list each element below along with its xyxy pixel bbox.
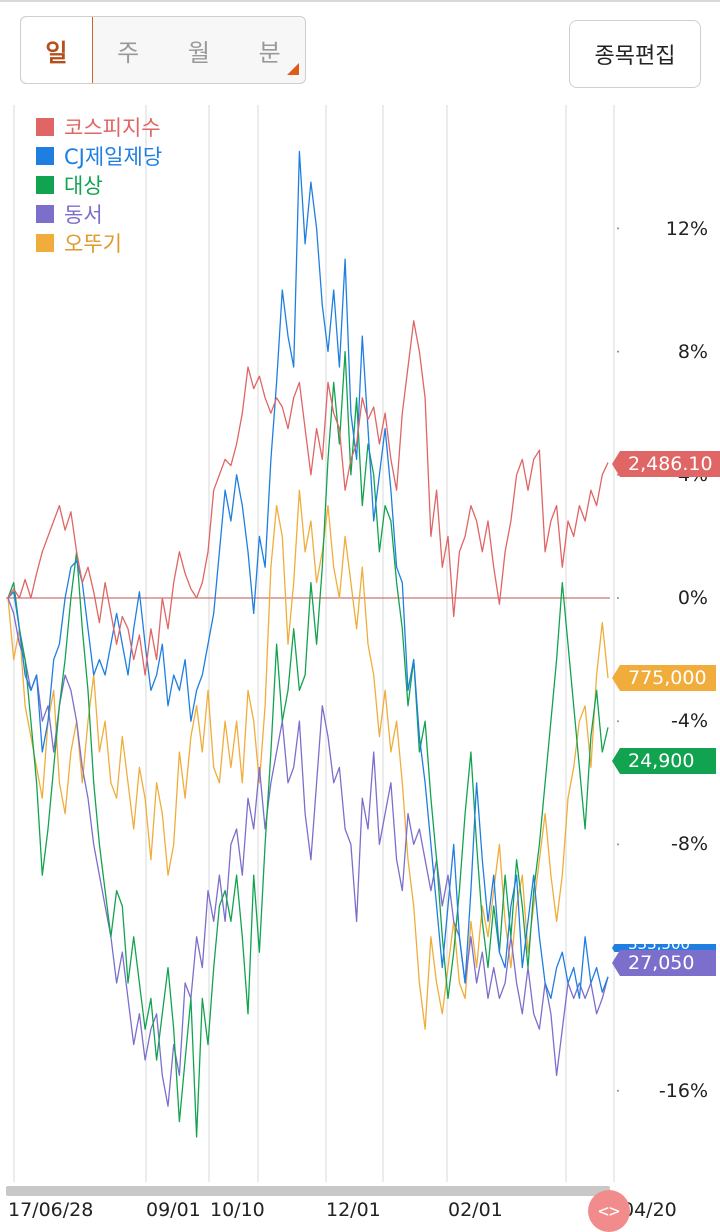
price-tag-pointer <box>612 451 620 477</box>
price-tag-ottogi: 775,000 <box>612 665 716 691</box>
series-line-3 <box>7 597 609 1107</box>
y-tick-label: 0% <box>677 587 708 609</box>
series-line-2 <box>7 350 609 1138</box>
price-tag-value: 24,900 <box>620 748 716 774</box>
y-tick-mark <box>617 1089 619 1092</box>
price-tag-dongsuh: 27,050 <box>612 950 716 976</box>
price-tag-value: 2,486.10 <box>620 451 720 477</box>
y-tick-label: 12% <box>665 218 708 240</box>
y-tick-mark <box>617 227 619 230</box>
tab-minute[interactable]: 분 <box>258 38 281 67</box>
price-tag-pointer <box>612 944 620 952</box>
chart-legend: 코스피지수 CJ제일제당 대상 동서 오뚜기 <box>36 112 162 257</box>
y-tick-label: 8% <box>677 341 708 363</box>
price-tag-value: 27,050 <box>620 950 716 976</box>
price-tag-pointer <box>612 950 620 976</box>
legend-swatch-cj <box>36 146 54 165</box>
price-tag-value: 333,500 <box>620 944 716 952</box>
price-tag-value: 775,000 <box>620 665 716 691</box>
y-tick-mark <box>617 350 619 353</box>
x-tick-label: 02/01 <box>448 1199 503 1221</box>
dropdown-corner-icon <box>287 63 299 75</box>
x-tick-label: 12/01 <box>326 1199 381 1221</box>
legend-item-daesang: 대상 <box>36 170 162 199</box>
legend-item-kospi: 코스피지수 <box>36 112 162 141</box>
x-tick-label: 10/10 <box>210 1199 265 1221</box>
series-line-4 <box>7 489 609 1030</box>
tab-month[interactable]: 월 <box>187 38 210 67</box>
price-tag-cj: 333,500 <box>612 944 716 952</box>
series-line-0 <box>7 320 609 676</box>
legend-swatch-ottogi <box>36 233 54 252</box>
x-tick-label: 04/20 <box>622 1199 677 1221</box>
y-tick-label: -16% <box>658 1080 708 1102</box>
y-tick-label: -4% <box>671 710 708 732</box>
legend-swatch-daesang <box>36 175 54 194</box>
chart-scrollbar[interactable] <box>6 1186 610 1196</box>
y-tick-label: -8% <box>671 833 708 855</box>
legend-label-cj: CJ제일제당 <box>64 144 163 169</box>
price-tag-pointer <box>612 665 620 691</box>
x-tick-label: 09/01 <box>146 1199 201 1221</box>
tab-day[interactable]: 일 <box>21 17 93 83</box>
period-selector[interactable]: 일 주 월 분 <box>20 16 306 84</box>
price-tag-pointer <box>612 748 620 774</box>
legend-item-cj: CJ제일제당 <box>36 141 162 170</box>
edit-stocks-button[interactable]: 종목편집 <box>569 20 701 88</box>
tab-week[interactable]: 주 <box>117 38 140 67</box>
price-tag-kospi: 2,486.10 <box>612 451 720 477</box>
legend-label-dongsuh: 동서 <box>64 202 103 227</box>
legend-item-ottogi: 오뚜기 <box>36 228 162 257</box>
legend-label-ottogi: 오뚜기 <box>64 231 122 256</box>
y-tick-mark <box>617 597 619 599</box>
comparison-line-chart <box>6 105 619 1182</box>
price-tag-daesang: 24,900 <box>612 748 716 774</box>
legend-swatch-dongsuh <box>36 204 54 223</box>
y-tick-mark <box>617 720 619 723</box>
y-tick-mark <box>617 843 619 846</box>
legend-label-daesang: 대상 <box>64 173 103 198</box>
series-line-1 <box>7 150 609 1000</box>
scroll-handle-icon[interactable]: <> <box>588 1190 630 1232</box>
legend-label-kospi: 코스피지수 <box>64 115 161 140</box>
legend-item-dongsuh: 동서 <box>36 199 162 228</box>
x-tick-label: 17/06/28 <box>8 1199 94 1221</box>
top-border <box>0 0 720 2</box>
legend-swatch-kospi <box>36 117 54 136</box>
